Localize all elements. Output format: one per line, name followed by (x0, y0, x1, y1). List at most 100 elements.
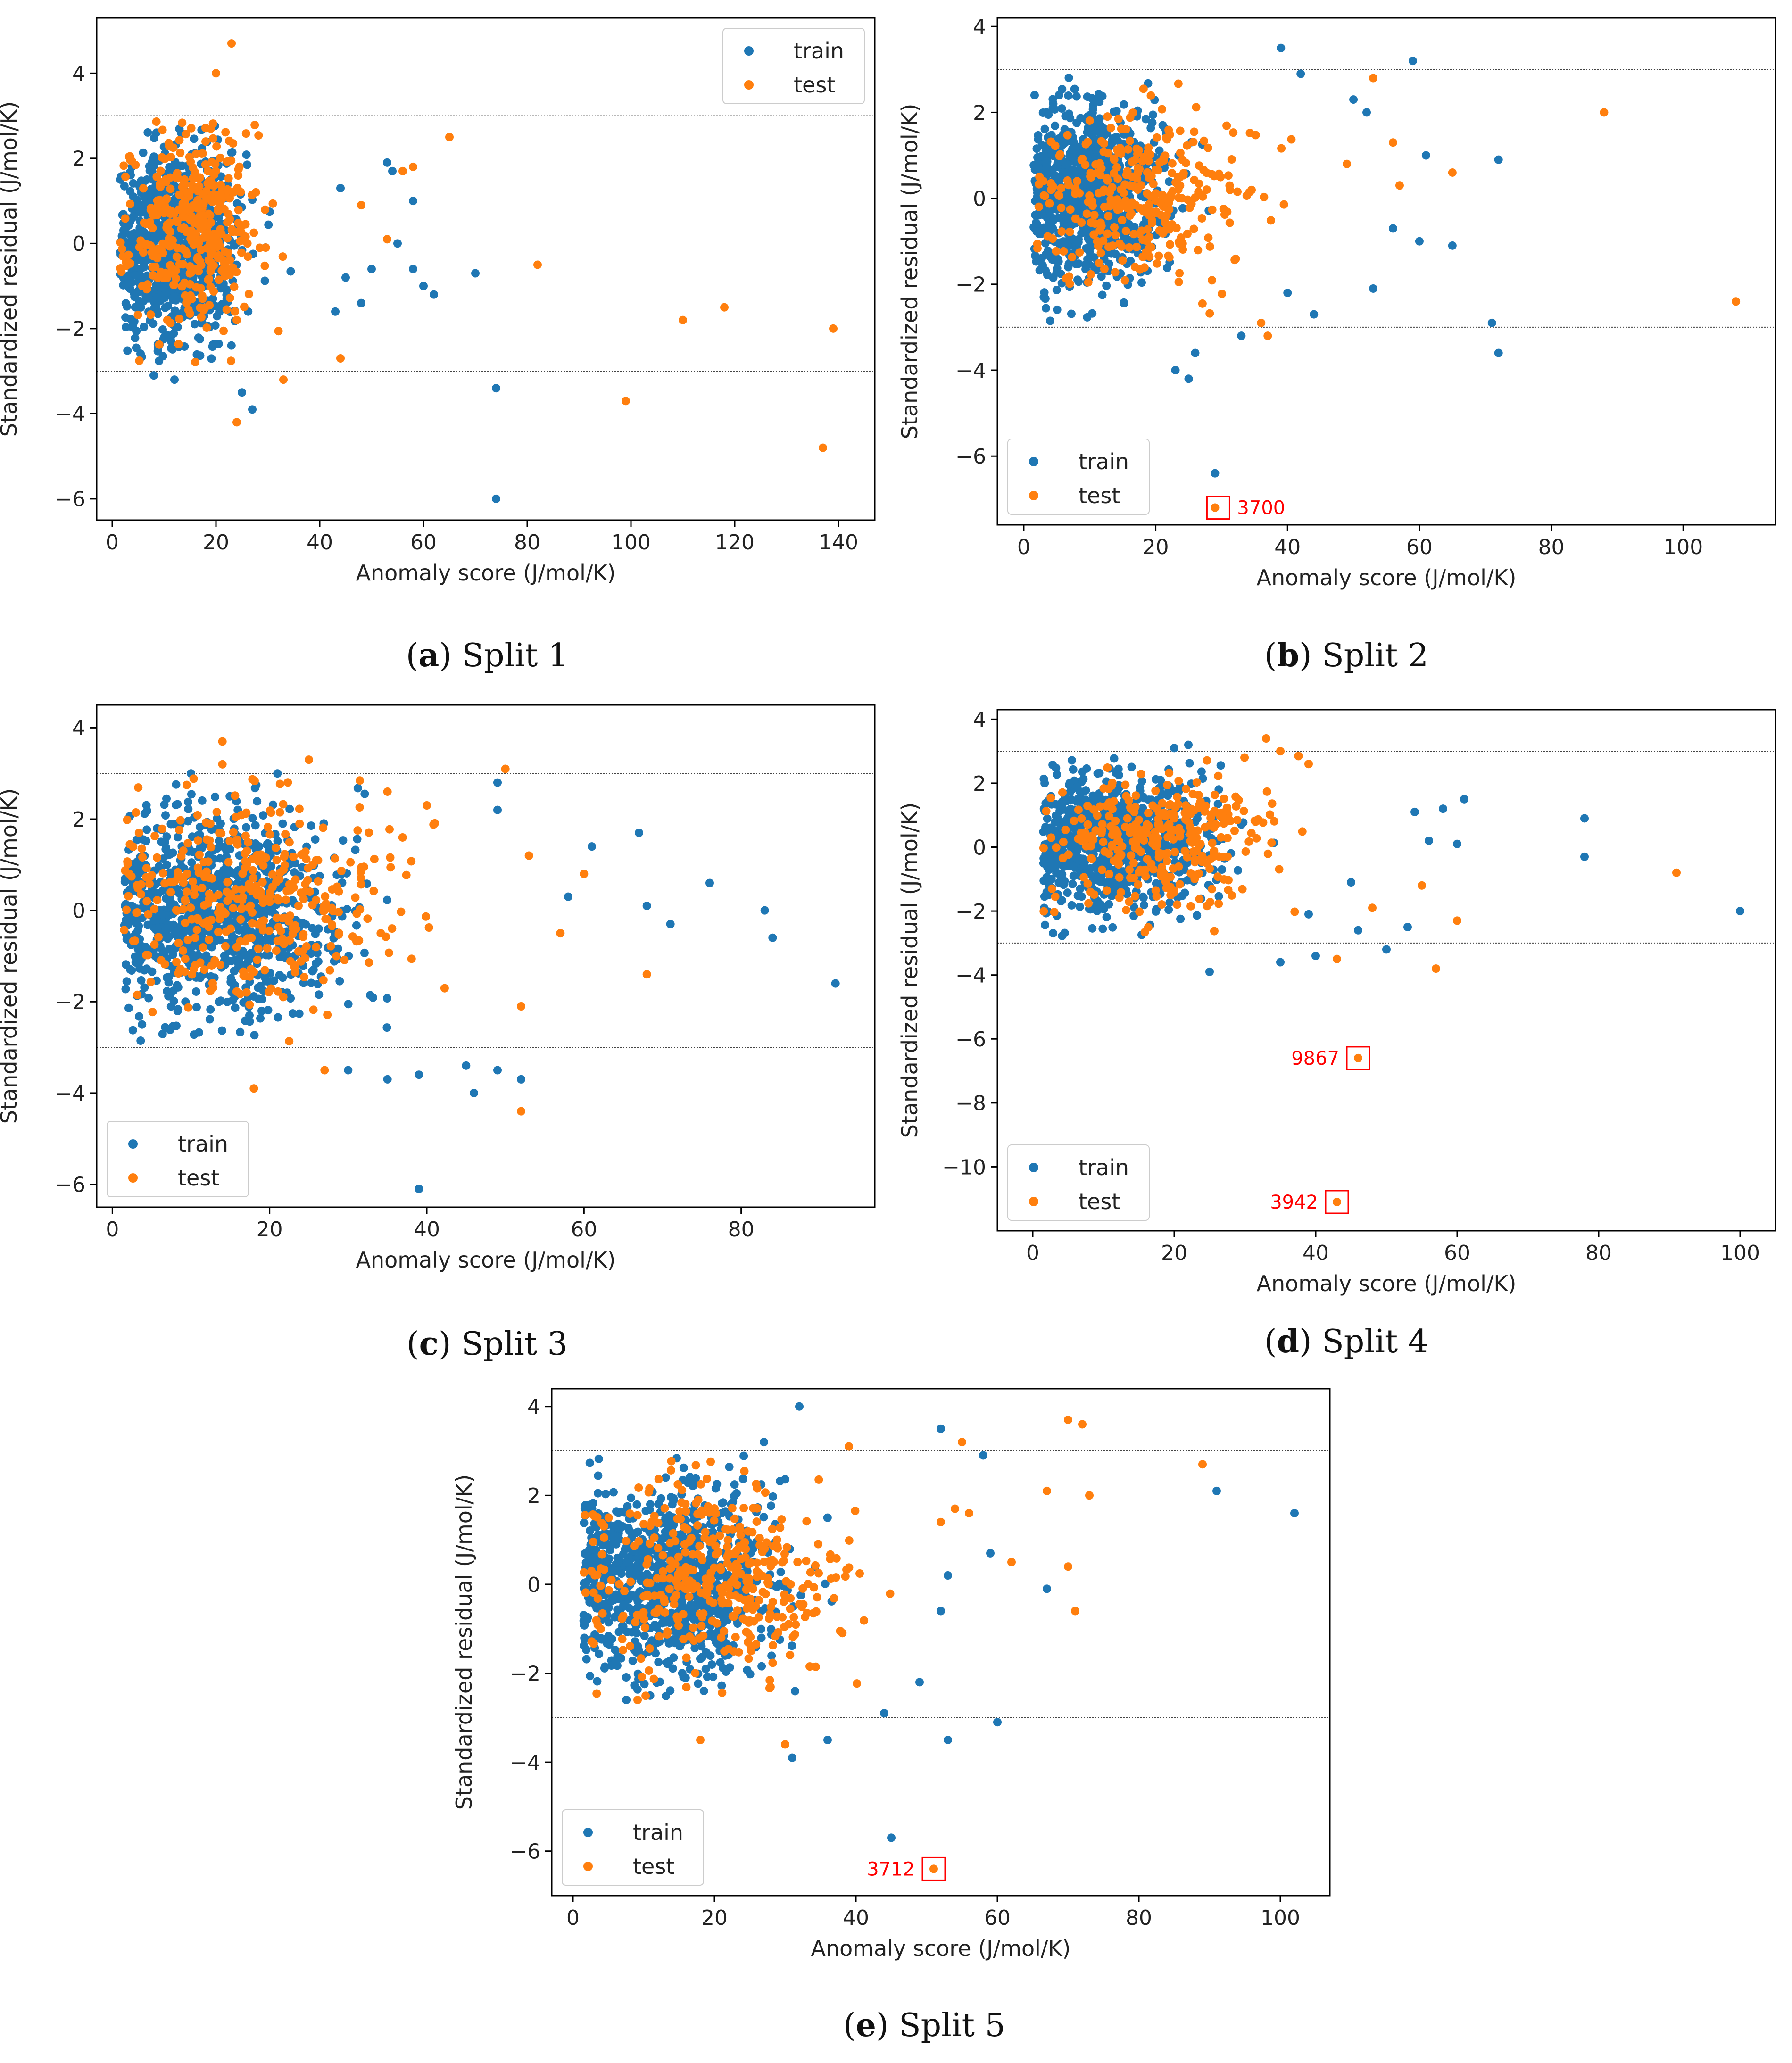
train-point (1070, 84, 1079, 93)
train-point (223, 997, 232, 1006)
test-point (1096, 171, 1105, 180)
test-point (1189, 138, 1198, 147)
train-point (152, 915, 161, 924)
test-point (272, 876, 281, 885)
test-point (138, 853, 147, 862)
test-point (231, 885, 240, 894)
train-point (360, 948, 369, 957)
train-point (307, 978, 315, 987)
train-point (1048, 95, 1057, 104)
test-point (198, 149, 207, 158)
test-point (1151, 196, 1160, 205)
test-point (1133, 164, 1142, 173)
train-point (382, 1023, 391, 1032)
test-point (242, 988, 251, 997)
train-point (278, 819, 287, 828)
test-point (119, 161, 128, 170)
test-point (1194, 246, 1203, 255)
train-point (1139, 901, 1148, 910)
test-point (1172, 224, 1181, 232)
train-point (1120, 100, 1128, 109)
test-point (166, 153, 175, 162)
train-point (1093, 907, 1102, 916)
test-point (142, 864, 151, 873)
test-point (242, 860, 251, 869)
test-point (186, 291, 195, 300)
train-point (174, 833, 183, 842)
test-point (1090, 211, 1099, 220)
test-point (312, 856, 321, 865)
train-point (339, 836, 348, 845)
test-point (176, 149, 185, 157)
train-point (1064, 91, 1073, 100)
test-point (176, 816, 185, 825)
test-point (1174, 185, 1183, 194)
test-point (181, 246, 190, 255)
train-point (1216, 761, 1225, 770)
train-point (1043, 814, 1052, 823)
train-point (126, 965, 135, 974)
test-point (122, 905, 131, 914)
test-point (1103, 174, 1112, 183)
train-point (1098, 290, 1107, 299)
x-tick-label: 40 (414, 1218, 440, 1242)
test-point (168, 236, 177, 245)
legend-test-marker (1029, 491, 1038, 500)
test-point (146, 241, 155, 250)
test-point (254, 944, 263, 953)
train-point (1088, 924, 1097, 933)
test-point (224, 858, 233, 867)
train-point (1060, 928, 1069, 937)
test-point (1218, 290, 1227, 298)
test-point (192, 149, 201, 158)
train-point (254, 983, 263, 992)
test-point (123, 857, 132, 866)
train-point (278, 973, 287, 982)
train-point (225, 845, 234, 853)
test-point (290, 968, 299, 977)
test-point (312, 895, 321, 904)
test-point (205, 274, 214, 283)
test-point (166, 888, 175, 897)
train-point (1066, 114, 1075, 123)
train-point (1126, 257, 1135, 265)
test-point (398, 833, 407, 842)
test-point (299, 930, 308, 939)
test-point (224, 209, 233, 218)
test-point (1084, 278, 1093, 287)
train-point (1073, 275, 1082, 284)
test-point (1068, 253, 1077, 262)
test-point (215, 275, 224, 284)
train-point (140, 323, 149, 331)
test-point (225, 837, 234, 845)
test-point (263, 944, 272, 953)
train-point (1064, 808, 1073, 817)
train-point (344, 1000, 353, 1009)
test-point (1143, 189, 1152, 198)
test-point (383, 787, 392, 796)
test-point (204, 209, 213, 218)
test-point (294, 901, 303, 910)
test-point (163, 315, 172, 324)
test-point (365, 828, 373, 837)
test-point (1104, 212, 1113, 221)
train-point (1046, 316, 1055, 325)
test-point (1168, 159, 1177, 168)
test-point (218, 760, 227, 769)
test-point (329, 907, 338, 916)
train-point (1052, 268, 1061, 277)
train-point (170, 375, 179, 384)
train-point (1088, 184, 1097, 193)
test-point (148, 263, 157, 272)
train-point (301, 920, 310, 929)
test-point (1179, 169, 1188, 178)
train-point (169, 197, 178, 206)
train-point (1095, 94, 1104, 103)
test-point (182, 201, 191, 210)
test-point (440, 984, 449, 993)
train-point (207, 943, 216, 952)
train-point (228, 148, 237, 157)
train-point (216, 819, 225, 828)
train-point (158, 1029, 167, 1038)
